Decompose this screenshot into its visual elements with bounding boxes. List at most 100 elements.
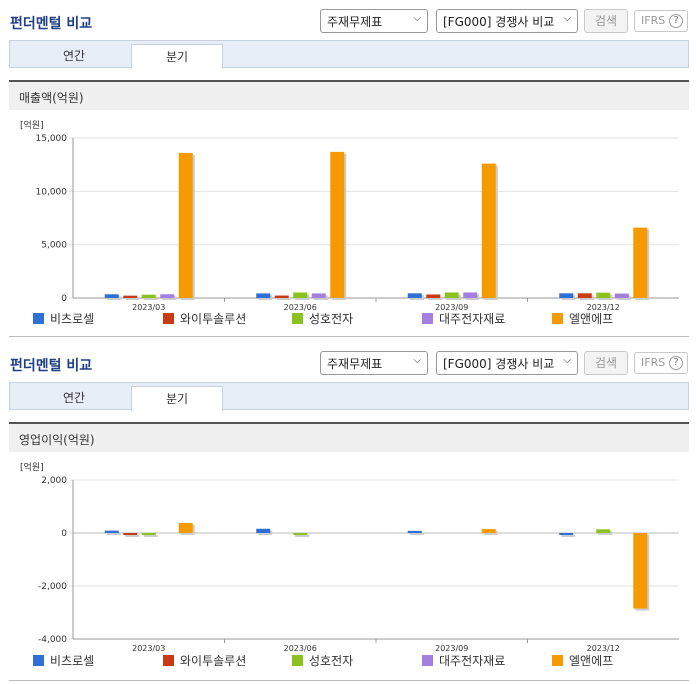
legend-item: 성호전자 xyxy=(292,654,353,668)
legend-swatch xyxy=(552,655,563,666)
x-tick-label: 2023/03 xyxy=(132,303,165,312)
chevron-down-icon: ⌵ xyxy=(413,13,421,24)
bar-shadow xyxy=(125,297,140,300)
chevron-down-icon: ⌵ xyxy=(413,355,421,366)
tab-annual[interactable]: 연간 xyxy=(62,49,86,63)
bar xyxy=(256,293,271,298)
bar xyxy=(141,533,156,535)
legend-item: 대주전자재료 xyxy=(422,312,505,326)
legend-label: 성호전자 xyxy=(309,654,353,668)
bar-shadow xyxy=(125,535,140,537)
legend-label: 엘앤에프 xyxy=(569,654,613,668)
bar-shadow xyxy=(598,531,613,535)
bar xyxy=(426,294,441,298)
statement-select-value: 주재무제표 xyxy=(327,15,383,29)
legend-label: 와이투솔루션 xyxy=(180,654,246,668)
legend-item: 와이투솔루션 xyxy=(163,654,246,668)
bar xyxy=(293,533,308,535)
bar xyxy=(596,292,611,298)
bar xyxy=(311,293,326,298)
bar xyxy=(293,292,308,298)
legend-swatch xyxy=(552,313,563,324)
statement-select[interactable]: 주재무제표 ⌵ xyxy=(320,9,428,33)
x-tick-label: 2023/12 xyxy=(587,303,620,312)
y-tick-label: 10,000 xyxy=(36,187,68,197)
search-button[interactable]: 검색 xyxy=(584,9,628,33)
bar-shadow xyxy=(143,535,158,537)
x-tick-label: 2023/06 xyxy=(284,303,317,312)
panel-header: 펀더멘털 비교 주재무제표 ⌵ [FG000] 경쟁사 비교 ⌵ 검색 IFRS? xyxy=(0,0,696,40)
peer-select-value: [FG000] 경쟁사 비교 xyxy=(443,15,555,29)
legend-swatch xyxy=(422,313,433,324)
y-unit-label: [억원] xyxy=(20,119,44,131)
legend-item: 대주전자재료 xyxy=(422,654,505,668)
legend-swatch xyxy=(292,313,303,324)
x-tick-label: 2023/09 xyxy=(435,644,468,653)
ifrs-button[interactable]: IFRS? xyxy=(634,352,688,374)
revenue-chart: [억원] 0 5,000 10,000 15,000 2023/03 2023/06 2023… xyxy=(20,119,679,326)
bar xyxy=(633,227,648,298)
y-tick-label: 0 xyxy=(61,294,67,304)
section-title: 영업이익(억원) xyxy=(19,433,95,447)
x-tick-label: 2023/06 xyxy=(284,644,317,653)
y-tick-label: 0 xyxy=(61,529,67,539)
legend-item: 와이투솔루션 xyxy=(163,312,246,326)
bar xyxy=(633,533,648,609)
legend-item: 성호전자 xyxy=(292,312,353,326)
x-tick-label: 2023/03 xyxy=(132,644,165,653)
y-unit-label: [억원] xyxy=(20,461,44,473)
bar-shadow xyxy=(409,532,424,535)
bar xyxy=(104,530,119,533)
section-header: 영업이익(억원) xyxy=(9,422,689,452)
legend-item: 엘앤에프 xyxy=(552,312,613,326)
operating-profit-chart: [억원] -4,000 -2,000 0 2,000 2023/03 2023/06 2023… xyxy=(20,461,679,668)
bar xyxy=(463,292,478,298)
legend-label: 비츠로셀 xyxy=(50,312,94,326)
panel-header: 펀더멘털 비교 주재무제표 ⌵ [FG000] 경쟁사 비교 ⌵ 검색 IFRS? xyxy=(0,342,696,382)
y-tick-label: -2,000 xyxy=(38,582,67,592)
ifrs-label: IFRS xyxy=(641,14,666,27)
tab-quarterly[interactable]: 분기 xyxy=(131,386,223,411)
bar xyxy=(577,293,592,298)
bar-shadow xyxy=(162,296,177,300)
legend-label: 와이투솔루션 xyxy=(180,312,246,326)
bar xyxy=(559,533,574,535)
chevron-down-icon: ⌵ xyxy=(563,355,571,366)
divider xyxy=(9,336,689,337)
legend-swatch xyxy=(163,313,174,324)
bar xyxy=(141,294,156,298)
y-tick-label: 15,000 xyxy=(36,134,68,144)
peer-select-value: [FG000] 경쟁사 비교 xyxy=(443,357,555,371)
legend-item: 비츠로셀 xyxy=(33,312,94,326)
ifrs-button[interactable]: IFRS? xyxy=(634,10,688,32)
section-header: 매출액(억원) xyxy=(9,80,689,110)
y-tick-label: 5,000 xyxy=(41,241,67,251)
legend-label: 성호전자 xyxy=(309,312,353,326)
panel-operating-profit: 펀더멘털 비교 주재무제표 ⌵ [FG000] 경쟁사 비교 ⌵ 검색 IFRS? … xyxy=(0,342,696,684)
x-tick-label: 2023/09 xyxy=(435,303,468,312)
bar-shadow xyxy=(561,535,576,537)
peer-select[interactable]: [FG000] 경쟁사 비교 ⌵ xyxy=(436,351,578,375)
legend-item: 엘앤에프 xyxy=(552,654,613,668)
panel-title: 펀더멘털 비교 xyxy=(10,16,93,32)
bar xyxy=(407,293,422,298)
bar xyxy=(274,295,289,298)
x-tick-label: 2023/12 xyxy=(587,644,620,653)
statement-select[interactable]: 주재무제표 ⌵ xyxy=(320,351,428,375)
bar xyxy=(407,530,422,533)
y-tick-label: -4,000 xyxy=(38,635,67,645)
panel-revenue: 펀더멘털 비교 주재무제표 ⌵ [FG000] 경쟁사 비교 ⌵ 검색 IFRS? … xyxy=(0,0,696,337)
bar xyxy=(559,293,574,298)
legend-swatch xyxy=(163,655,174,666)
peer-select[interactable]: [FG000] 경쟁사 비교 ⌵ xyxy=(436,9,578,33)
chevron-down-icon: ⌵ xyxy=(563,13,571,24)
ifrs-label: IFRS xyxy=(641,356,666,369)
search-button[interactable]: 검색 xyxy=(584,351,628,375)
tab-annual[interactable]: 연간 xyxy=(62,391,86,405)
legend-swatch xyxy=(422,655,433,666)
bar xyxy=(256,528,271,533)
bar-shadow xyxy=(106,532,121,535)
bar xyxy=(596,529,611,533)
tab-quarterly[interactable]: 분기 xyxy=(131,44,223,69)
bar xyxy=(123,533,138,535)
